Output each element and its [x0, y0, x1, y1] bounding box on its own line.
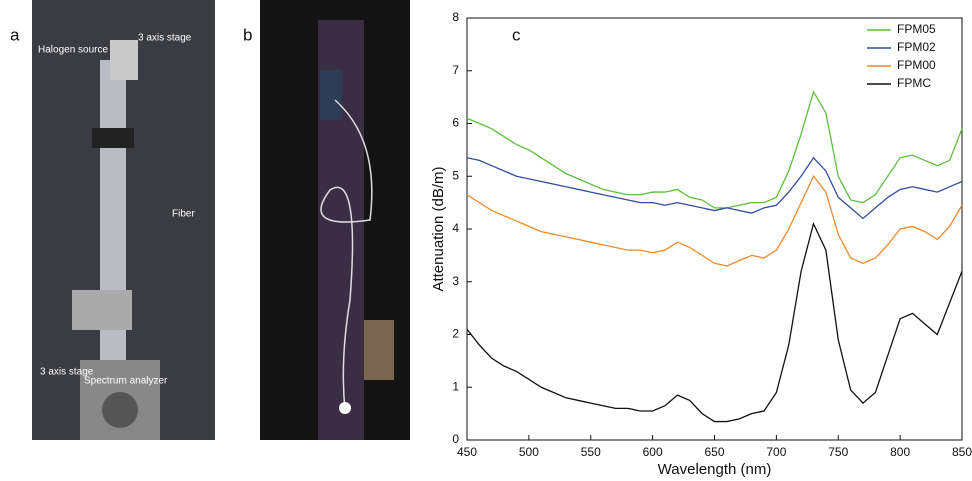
legend-label: FPM02	[897, 40, 936, 54]
y-axis-label: Attenuation (dB/m)	[430, 166, 447, 291]
series-line	[466, 175, 963, 267]
photo-label: Fiber	[172, 209, 195, 220]
y-tick-label: 1	[452, 379, 459, 393]
x-tick-label: 500	[519, 445, 539, 459]
panel-label: b	[243, 25, 252, 44]
x-tick-label: 600	[643, 445, 663, 459]
x-tick-label: 750	[828, 445, 848, 459]
plot-frame	[466, 17, 963, 441]
y-tick-label: 8	[452, 10, 459, 24]
y-tick-label: 7	[452, 63, 459, 77]
x-axis-label: Wavelength (nm)	[658, 461, 772, 478]
series-line	[466, 90, 963, 209]
x-tick-label: 650	[704, 445, 724, 459]
y-tick-label: 3	[452, 274, 459, 288]
series-line	[466, 221, 963, 423]
photo-b	[260, 0, 410, 440]
panel-label: a	[10, 25, 20, 44]
x-tick-label: 700	[766, 445, 786, 459]
y-tick-label: 5	[452, 168, 459, 182]
legend-label: FPMC	[897, 76, 931, 90]
y-tick-label: 0	[452, 432, 459, 446]
legend-label: FPM05	[897, 22, 936, 36]
x-tick-label: 550	[581, 445, 601, 459]
y-tick-label: 4	[452, 221, 459, 235]
y-tick-label: 2	[452, 327, 459, 341]
panel-label: c	[512, 25, 521, 44]
photo-label: Halogen source	[38, 45, 108, 56]
y-tick-label: 6	[452, 116, 459, 130]
x-tick-label: 450	[457, 445, 477, 459]
photo-a	[32, 0, 215, 440]
x-tick-label: 800	[890, 445, 910, 459]
chart: 450 500 550 600 650 700 750 800 850 0 1 2 3 4 5 6 7 8 Wave…	[430, 10, 972, 478]
photo-label: Spectrum analyzer	[84, 376, 168, 387]
photo-label: 3 axis stage	[138, 33, 192, 44]
photo-label: 3 axis stage	[40, 367, 94, 378]
legend-label: FPM00	[897, 58, 936, 72]
series-line	[466, 156, 963, 220]
x-tick-label: 850	[952, 445, 972, 459]
